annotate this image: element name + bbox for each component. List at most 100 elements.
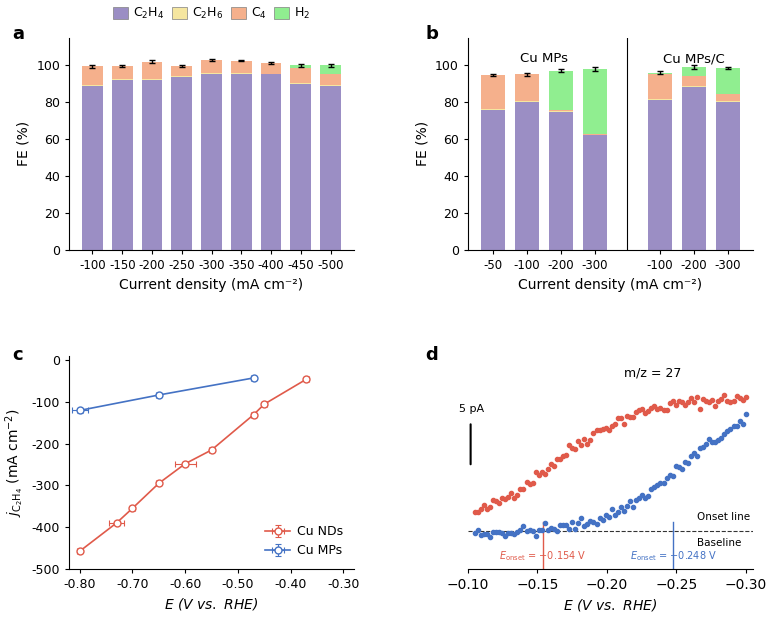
Text: Cu MPs/C: Cu MPs/C — [663, 52, 724, 65]
Point — [499, 494, 511, 504]
Bar — [481, 76, 505, 109]
Point — [478, 499, 490, 509]
Point — [673, 396, 685, 406]
Bar — [290, 84, 311, 250]
Bar — [481, 109, 505, 250]
Point — [475, 530, 487, 540]
Bar — [583, 134, 607, 136]
Bar — [112, 80, 133, 250]
Point — [515, 484, 527, 494]
Point — [697, 442, 709, 452]
Point — [660, 404, 673, 414]
Point — [606, 504, 618, 514]
Point — [584, 516, 597, 526]
Point — [688, 397, 700, 407]
Y-axis label: FE (%): FE (%) — [415, 121, 429, 166]
Point — [545, 523, 557, 533]
Bar — [201, 72, 222, 74]
Point — [472, 526, 484, 536]
Bar — [716, 68, 740, 94]
Point — [700, 396, 712, 406]
Point — [529, 531, 541, 541]
Bar — [515, 102, 538, 250]
Point — [521, 478, 533, 488]
Point — [706, 438, 718, 448]
Bar — [201, 59, 222, 72]
Point — [727, 421, 740, 431]
Bar — [320, 65, 341, 74]
Point — [508, 492, 521, 502]
Point — [703, 434, 715, 444]
Point — [654, 478, 667, 488]
X-axis label: $E$ (V $vs.$ RHE): $E$ (V $vs.$ RHE) — [563, 598, 657, 613]
Point — [584, 435, 597, 445]
Point — [496, 493, 508, 503]
Point — [594, 424, 606, 434]
Bar — [647, 99, 671, 101]
Point — [535, 467, 548, 477]
Bar — [682, 76, 706, 86]
Point — [724, 424, 737, 434]
Point — [518, 521, 530, 531]
Point — [563, 440, 575, 450]
Bar — [583, 136, 607, 250]
Point — [597, 424, 609, 434]
Point — [578, 434, 591, 444]
X-axis label: Current density (mA cm⁻²): Current density (mA cm⁻²) — [518, 278, 702, 292]
Point — [569, 524, 581, 534]
Point — [718, 390, 730, 400]
Point — [518, 484, 530, 494]
Point — [667, 471, 679, 481]
Point — [566, 443, 578, 453]
Point — [481, 504, 493, 514]
Point — [737, 419, 749, 429]
Text: d: d — [425, 346, 438, 364]
Point — [560, 450, 572, 460]
Bar — [141, 80, 162, 250]
Point — [715, 432, 727, 442]
Point — [551, 526, 563, 536]
Bar — [583, 69, 607, 134]
Point — [673, 462, 685, 472]
Point — [691, 451, 703, 461]
Point — [591, 519, 603, 529]
Point — [636, 490, 648, 500]
Point — [502, 528, 515, 538]
Point — [600, 510, 612, 520]
Point — [603, 425, 615, 435]
Point — [645, 403, 657, 413]
Point — [545, 459, 557, 469]
Bar — [716, 94, 740, 101]
Point — [621, 501, 633, 511]
Point — [730, 391, 743, 401]
Point — [627, 502, 639, 512]
Bar — [549, 112, 573, 250]
Bar — [260, 74, 281, 250]
Point — [694, 443, 707, 453]
Point — [560, 519, 572, 529]
Bar — [647, 74, 671, 99]
Bar — [290, 82, 311, 84]
Point — [712, 396, 724, 406]
Point — [548, 524, 560, 534]
Point — [557, 451, 569, 461]
Point — [639, 408, 651, 418]
Point — [538, 518, 551, 528]
Point — [630, 407, 642, 417]
Point — [524, 525, 536, 535]
Point — [575, 441, 588, 451]
Bar — [716, 102, 740, 250]
X-axis label: Current density (mA cm⁻²): Current density (mA cm⁻²) — [120, 278, 303, 292]
Point — [721, 426, 733, 436]
Y-axis label: FE (%): FE (%) — [17, 121, 31, 166]
Point — [642, 406, 654, 416]
Bar — [716, 101, 740, 102]
Bar — [320, 86, 341, 250]
Point — [697, 394, 709, 404]
Bar — [112, 79, 133, 80]
Bar — [82, 84, 103, 86]
Point — [703, 396, 715, 406]
Point — [524, 479, 536, 489]
Point — [527, 478, 539, 488]
Point — [538, 469, 551, 479]
